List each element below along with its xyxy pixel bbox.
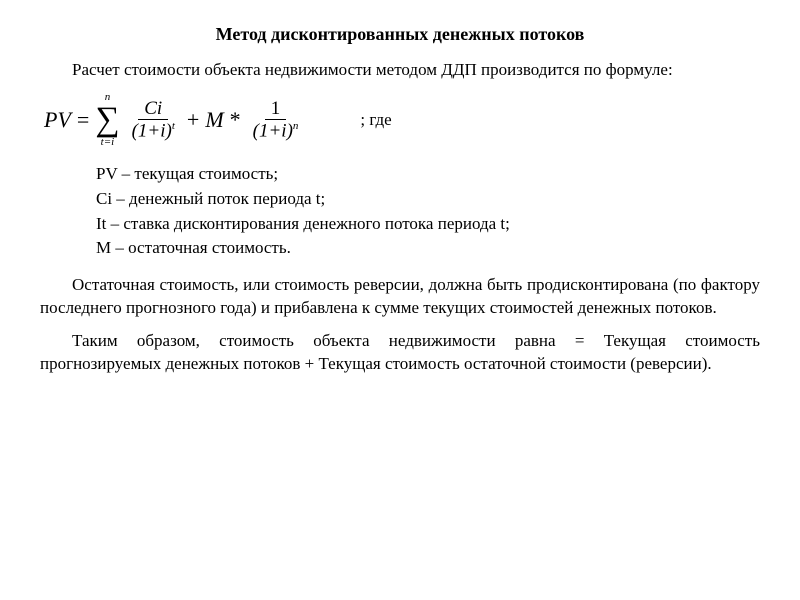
def-it: It – ставка дисконтирования денежного по… xyxy=(96,212,760,236)
formula-row: PV = n ∑ t=i Ci (1+i)t + M * 1 (1+i)n ; … xyxy=(40,92,760,148)
frac1-den-base: (1+i) xyxy=(132,121,172,142)
formula-eq: = xyxy=(77,107,89,133)
def-pv: PV – текущая стоимость; xyxy=(96,162,760,186)
sigma-block: n ∑ t=i xyxy=(95,92,119,148)
paragraph-residual: Остаточная стоимость, или стоимость реве… xyxy=(40,274,760,320)
star-sign: * xyxy=(230,107,241,133)
page-title: Метод дисконтированных денежных потоков xyxy=(40,24,760,45)
fraction-1: Ci (1+i)t xyxy=(126,98,181,141)
formula: PV = n ∑ t=i Ci (1+i)t + M * 1 (1+i)n xyxy=(44,92,304,148)
fraction-2: 1 (1+i)n xyxy=(247,98,305,141)
formula-lhs: PV xyxy=(44,107,71,133)
frac2-den-base: (1+i) xyxy=(253,121,293,142)
sigma-lower: t=i xyxy=(101,137,115,148)
frac1-num: Ci xyxy=(138,98,168,120)
paragraph-conclusion: Таким образом, стоимость объекта недвижи… xyxy=(40,330,760,376)
intro-paragraph: Расчет стоимости объекта недвижимости ме… xyxy=(40,59,760,82)
definitions-block: PV – текущая стоимость; Ci – денежный по… xyxy=(96,162,760,260)
plus-sign: + xyxy=(187,107,199,133)
frac2-num: 1 xyxy=(265,98,287,120)
where-label: ; где xyxy=(360,110,391,130)
def-ci: Ci – денежный поток периода t; xyxy=(96,187,760,211)
frac2-den: (1+i)n xyxy=(247,120,305,141)
formula-M: M xyxy=(205,107,223,133)
frac2-den-exp: n xyxy=(293,120,299,132)
frac1-den-exp: t xyxy=(172,120,175,132)
frac1-den: (1+i)t xyxy=(126,120,181,141)
def-m: M – остаточная стоимость. xyxy=(96,236,760,260)
sigma-symbol: ∑ xyxy=(95,103,119,137)
